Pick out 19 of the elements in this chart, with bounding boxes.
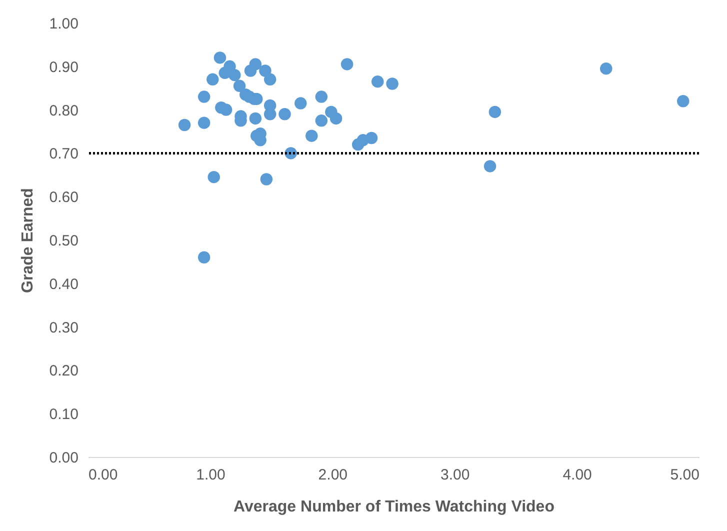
y-tick-label: 0.80 xyxy=(49,102,78,120)
y-tick-label: 0.10 xyxy=(49,406,78,424)
x-tick-label: 5.00 xyxy=(670,466,700,484)
y-tick-label: 0.70 xyxy=(49,146,78,163)
y-tick-label: 0.30 xyxy=(49,319,78,336)
y-tick-label: 0.50 xyxy=(49,232,78,250)
x-tick-label: 1.00 xyxy=(196,466,226,484)
y-tick-label: 0.90 xyxy=(49,58,78,76)
x-tick-label: 0.00 xyxy=(88,466,118,484)
x-axis-title: Average Number of Times Watching Video xyxy=(234,498,555,516)
x-tick-label: 2.00 xyxy=(318,466,348,484)
y-tick-label: 0.00 xyxy=(49,450,78,466)
y-tick-label: 1.00 xyxy=(49,16,78,32)
x-tick-label: 3.00 xyxy=(440,466,470,484)
y-axis-title: Grade Earned xyxy=(19,188,36,293)
y-tick-label: 0.40 xyxy=(49,276,78,293)
x-tick-label: 4.00 xyxy=(562,466,592,484)
y-tick-label: 0.60 xyxy=(49,189,78,206)
y-tick-label: 0.20 xyxy=(49,362,78,380)
